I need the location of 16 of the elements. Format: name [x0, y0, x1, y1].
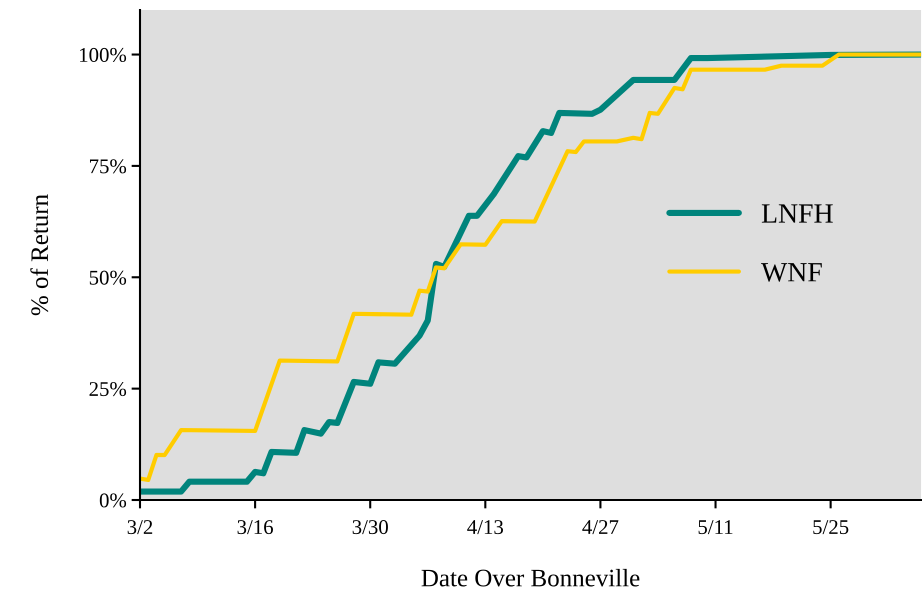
x-tick-label: 4/27 — [582, 520, 618, 534]
y-tick-label: 100% — [80, 48, 126, 62]
y-tick-label: 75% — [90, 159, 126, 174]
y-axis-title: % of Return — [30, 194, 48, 316]
legend-label: LNFH — [762, 204, 833, 223]
x-tick-label: 4/13 — [467, 520, 504, 534]
x-tick-label: 5/11 — [698, 520, 732, 534]
legend-label: WNF — [761, 263, 822, 282]
x-axis-title: Date Over Bonneville — [422, 568, 640, 586]
x-tick-label: 3/2 — [128, 520, 152, 534]
y-tick-label: 0% — [100, 493, 126, 508]
y-tick-label: 50% — [90, 270, 126, 285]
x-tick-label: 3/16 — [238, 520, 274, 534]
y-tick-label: 25% — [90, 382, 126, 396]
x-tick-label: 3/30 — [352, 520, 388, 534]
x-tick-label: 5/25 — [813, 520, 848, 534]
